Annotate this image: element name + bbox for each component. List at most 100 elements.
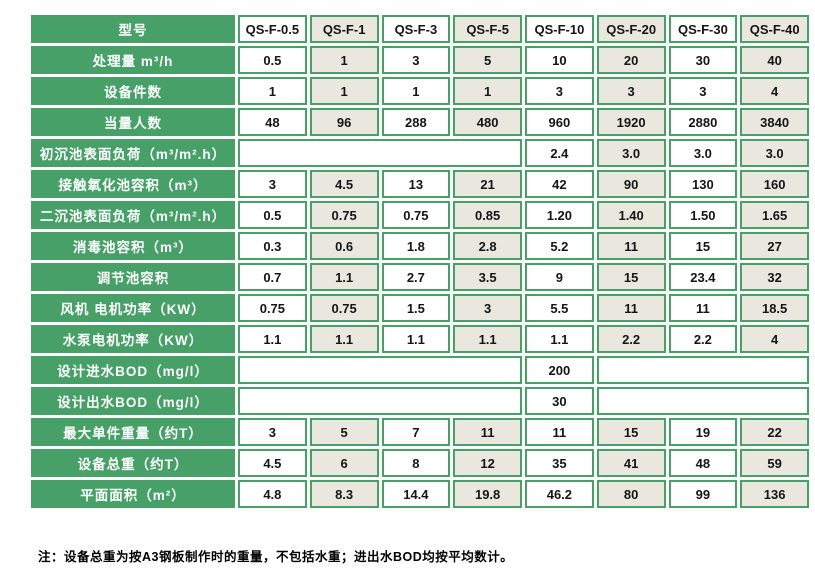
value-cell: 960 [525, 108, 594, 136]
value-cell: 96 [309, 108, 379, 136]
value-cell: 0.85 [453, 201, 522, 229]
value-cell: 4.5 [309, 170, 379, 198]
value-cell: 0.7 [238, 263, 307, 291]
value-cell: 1 [309, 46, 379, 74]
value-cell: 2.7 [381, 263, 451, 291]
value-cell: 42 [525, 170, 594, 198]
value-cell: 30 [668, 46, 738, 74]
value-cell: 15 [668, 232, 738, 260]
value-cell: 3840 [740, 108, 809, 136]
value-cell: 21 [453, 170, 522, 198]
row-label-cell: 水泵电机功率（KW） [31, 325, 235, 353]
value-cell: 5 [309, 418, 379, 446]
value-cell: 4 [740, 325, 809, 353]
value-cell: 59 [740, 449, 809, 477]
value-cell: 480 [453, 108, 522, 136]
value-cell: 3 [453, 294, 522, 322]
model-row-label-cell: 型号 [31, 15, 235, 43]
value-cell: 2.2 [596, 325, 666, 353]
value-cell: 1 [238, 77, 307, 105]
value-cell: 99 [668, 480, 738, 508]
value-cell: 5.2 [525, 232, 594, 260]
value-cell: 80 [596, 480, 666, 508]
spec-row-14: 平面面积（m²） 4.8 8.3 14.4 19.8 46.2 80 99 136 [31, 480, 809, 508]
spec-row-8: 风机 电机功率（KW） 0.75 0.75 1.5 3 5.5 11 11 18.5 [31, 294, 809, 322]
merged-empty-cell [596, 356, 809, 384]
value-cell: 41 [596, 449, 666, 477]
value-cell: 3 [596, 77, 666, 105]
value-cell: 0.5 [238, 46, 307, 74]
value-cell: 1.1 [381, 325, 451, 353]
value-cell: 3 [525, 77, 594, 105]
value-cell: 1.40 [596, 201, 666, 229]
value-cell: 1 [453, 77, 522, 105]
value-cell: 4.8 [238, 480, 307, 508]
value-cell: 9 [525, 263, 594, 291]
value-cell: 15 [596, 418, 666, 446]
value-cell: 1.1 [309, 325, 379, 353]
value-cell: 2.8 [453, 232, 522, 260]
row-label-cell: 调节池容积 [31, 263, 235, 291]
value-cell: 130 [668, 170, 738, 198]
value-cell: 11 [596, 294, 666, 322]
value-cell: 200 [525, 356, 594, 384]
value-cell: 1.5 [381, 294, 451, 322]
merged-empty-cell [238, 387, 522, 415]
spec-row-5: 二沉池表面负荷（m³/m².h） 0.5 0.75 0.75 0.85 1.20 1.40 1… [31, 201, 809, 229]
model-header-cell: QS-F-10 [525, 15, 594, 43]
value-cell: 11 [668, 294, 738, 322]
value-cell: 48 [668, 449, 738, 477]
row-label-cell: 风机 电机功率（KW） [31, 294, 235, 322]
value-cell: 3 [381, 46, 451, 74]
value-cell: 4.5 [238, 449, 307, 477]
value-cell: 8 [381, 449, 451, 477]
value-cell: 6 [309, 449, 379, 477]
value-cell: 35 [525, 449, 594, 477]
value-cell: 19 [668, 418, 738, 446]
model-header-cell: QS-F-5 [453, 15, 522, 43]
spec-row-9: 水泵电机功率（KW） 1.1 1.1 1.1 1.1 1.1 2.2 2.2 4 [31, 325, 809, 353]
spec-row-4: 接触氧化池容积（m³） 3 4.5 13 21 42 90 130 160 [31, 170, 809, 198]
value-cell: 18.5 [740, 294, 809, 322]
model-header-cell: QS-F-20 [596, 15, 666, 43]
value-cell: 0.6 [309, 232, 379, 260]
value-cell: 0.75 [309, 201, 379, 229]
value-cell: 11 [525, 418, 594, 446]
value-cell: 1.1 [238, 325, 307, 353]
value-cell: 3.0 [668, 139, 738, 167]
row-label-cell: 设备总重（约T） [31, 449, 235, 477]
spec-row-12: 最大单件重量（约T） 3 5 7 11 11 15 19 22 [31, 418, 809, 446]
row-label-cell: 二沉池表面负荷（m³/m².h） [31, 201, 235, 229]
row-label-cell: 处理量 m³/h [31, 46, 235, 74]
row-label-cell: 平面面积（m²） [31, 480, 235, 508]
value-cell: 19.8 [453, 480, 522, 508]
value-cell: 13 [381, 170, 451, 198]
value-cell: 1.20 [525, 201, 594, 229]
value-cell: 32 [740, 263, 809, 291]
value-cell: 10 [525, 46, 594, 74]
spec-table-container: 型号 QS-F-0.5 QS-F-1 QS-F-3 QS-F-5 QS-F-10 QS-F-… [28, 12, 812, 511]
value-cell: 1.8 [381, 232, 451, 260]
value-cell: 1.50 [668, 201, 738, 229]
row-label-cell: 设计进水BOD（mg/l） [31, 356, 235, 384]
value-cell: 5 [453, 46, 522, 74]
value-cell: 2880 [668, 108, 738, 136]
merged-empty-cell [238, 356, 522, 384]
value-cell: 12 [453, 449, 522, 477]
spec-row-1: 设备件数 1 1 1 1 3 3 3 4 [31, 77, 809, 105]
value-cell: 48 [238, 108, 307, 136]
value-cell: 30 [525, 387, 594, 415]
value-cell: 1.1 [453, 325, 522, 353]
row-label-cell: 设计出水BOD（mg/l） [31, 387, 235, 415]
value-cell: 40 [740, 46, 809, 74]
header-row: 型号 QS-F-0.5 QS-F-1 QS-F-3 QS-F-5 QS-F-10 QS-F-… [31, 15, 809, 43]
value-cell: 3 [238, 418, 307, 446]
model-header-cell: QS-F-1 [309, 15, 379, 43]
value-cell: 3.0 [596, 139, 666, 167]
value-cell: 1920 [596, 108, 666, 136]
model-header-cell: QS-F-0.5 [238, 15, 307, 43]
model-header-cell: QS-F-3 [381, 15, 451, 43]
model-header-cell: QS-F-30 [668, 15, 738, 43]
value-cell: 1.1 [309, 263, 379, 291]
value-cell: 5.5 [525, 294, 594, 322]
